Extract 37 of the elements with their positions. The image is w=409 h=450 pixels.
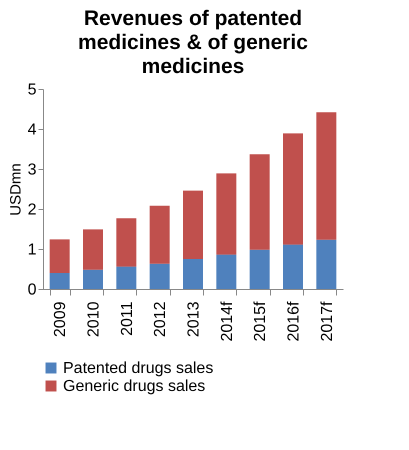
bar	[50, 273, 70, 289]
bar	[116, 266, 136, 289]
chart-title: Revenues of patented medicines & of generic medicines	[78, 7, 308, 78]
bar	[283, 244, 303, 289]
y-axis-title: USDmn	[8, 163, 25, 216]
y-tick-label: 2	[28, 202, 37, 218]
legend-label: Generic drugs sales	[63, 378, 206, 395]
bar	[216, 173, 236, 255]
bar	[250, 250, 270, 289]
y-tick-label: 5	[28, 82, 37, 98]
bar	[316, 240, 336, 289]
y-tick-label: 4	[28, 122, 37, 138]
bar	[50, 239, 70, 273]
x-tick-label: 2016f	[286, 300, 302, 342]
bar	[250, 154, 270, 250]
bar	[183, 259, 203, 289]
bar	[83, 270, 103, 289]
x-tick-label: 2014f	[218, 300, 236, 342]
x-tick-label: 2015f	[252, 300, 270, 342]
bar	[83, 229, 103, 270]
bar	[183, 190, 203, 259]
x-tick-label: 2009	[52, 301, 70, 338]
legend-label: Patented drugs sales	[63, 360, 214, 377]
y-tick-label: 3	[28, 162, 37, 178]
y-tick-label: 0	[28, 282, 37, 298]
bar	[216, 254, 236, 289]
bar	[316, 112, 336, 240]
bar	[150, 206, 170, 264]
x-tick-label: 2010	[86, 301, 102, 338]
x-tick-label: 2013	[186, 301, 202, 338]
y-tick-label: 1	[28, 242, 37, 258]
bar	[116, 218, 136, 267]
bar	[150, 264, 170, 289]
x-tick-label: 2011	[118, 301, 136, 336]
x-tick-label: 2012	[152, 301, 170, 338]
bar	[283, 133, 303, 245]
x-tick-label: 2017f	[318, 300, 336, 342]
